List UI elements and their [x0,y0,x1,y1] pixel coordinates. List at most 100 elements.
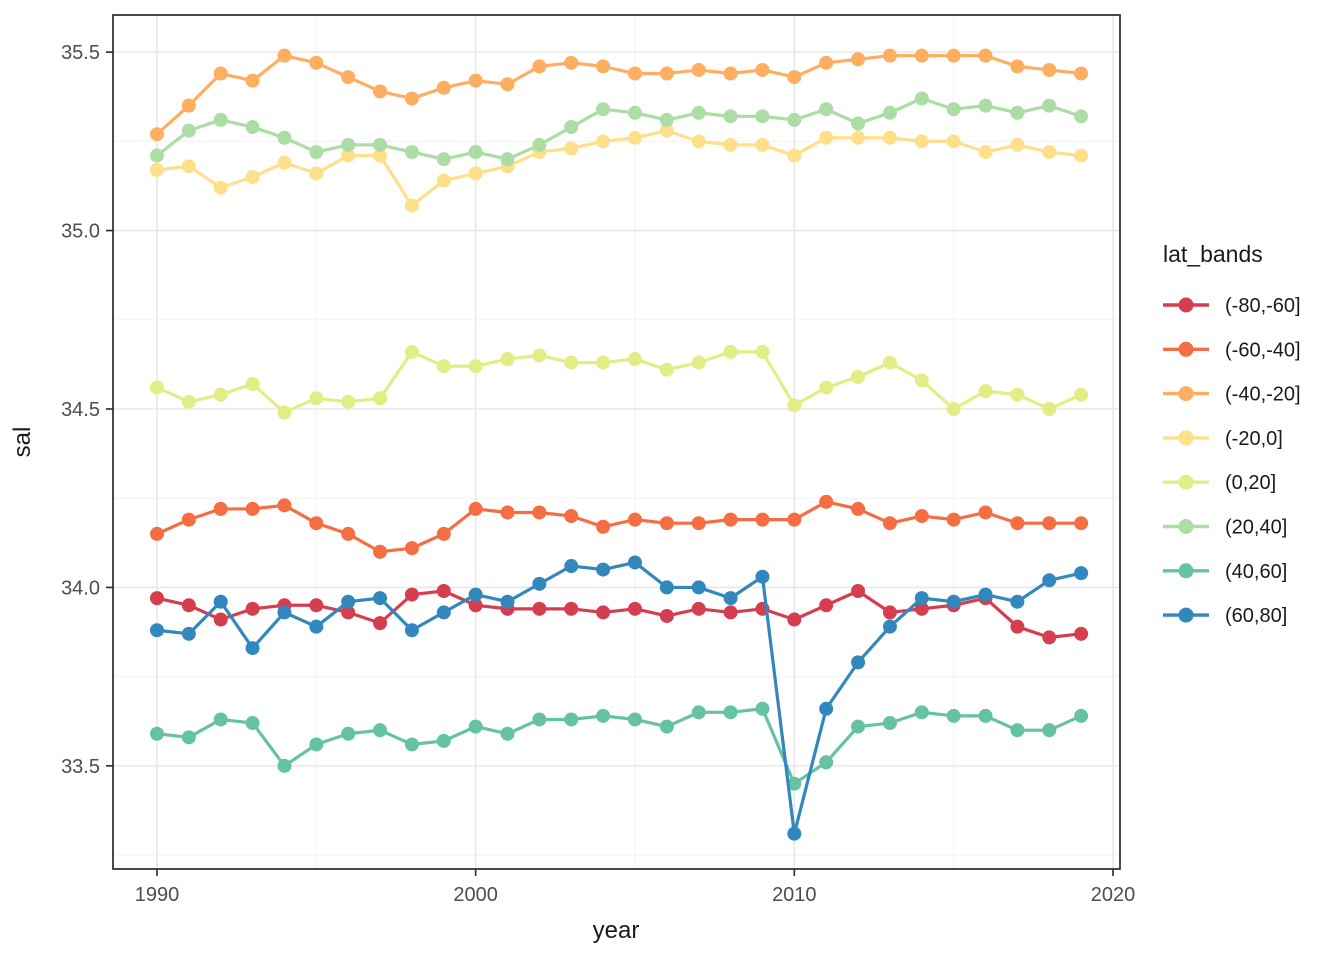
data-point [181,512,196,527]
legend-key-point [1178,519,1194,534]
data-point [213,112,228,127]
data-point [882,105,897,120]
data-point [309,145,324,160]
data-point [500,505,515,520]
data-point [213,712,228,727]
panel-border [112,14,1121,870]
legend-label: (0,20] [1225,472,1276,494]
data-point [532,137,547,152]
data-point [851,655,866,670]
data-point [946,134,961,149]
data-point [596,355,611,370]
data-point [149,526,164,541]
series-line [155,560,1083,836]
data-point [882,516,897,531]
data-point [819,102,834,117]
data-point [946,102,961,117]
data-point [914,48,929,63]
data-point [436,605,451,620]
data-point [373,591,388,606]
data-point [1042,401,1057,416]
data-point [787,776,802,791]
data-point [691,580,706,595]
data-point [851,130,866,145]
data-point [851,52,866,67]
data-point [277,498,292,513]
data-point [149,726,164,741]
data-point [341,70,356,85]
data-point [181,159,196,174]
data-point [1074,626,1089,641]
data-point [1074,109,1089,124]
data-point [181,394,196,409]
data-point [436,80,451,95]
data-point [309,598,324,613]
x-tick-label: 2020 [1091,884,1136,906]
x-axis-title: year [593,917,640,944]
data-point [404,91,419,106]
data-point [532,348,547,363]
data-point [309,166,324,181]
series-line [155,96,1083,161]
data-point [468,73,483,88]
data-point [341,726,356,741]
legend-label: (-40,-20] [1225,384,1301,406]
data-point [946,708,961,723]
data-point [341,137,356,152]
data-point [468,501,483,516]
data-point [723,605,738,620]
data-point [404,541,419,556]
data-point [882,355,897,370]
data-point [500,77,515,92]
data-point [1010,59,1025,74]
data-point [500,726,515,741]
data-point [659,66,674,81]
data-point [245,170,260,185]
data-point [659,112,674,127]
data-point [882,716,897,731]
data-point [532,59,547,74]
data-point [627,105,642,120]
data-point [341,526,356,541]
data-point [723,109,738,124]
data-point [1010,619,1025,634]
data-point [149,148,164,163]
data-point [277,130,292,145]
data-point [1042,98,1057,113]
y-tick-label: 34.0 [61,577,100,599]
y-tick-label: 35.5 [61,42,100,64]
data-point [373,391,388,406]
data-point [245,716,260,731]
data-point [564,559,579,574]
legend: (-80,-60] (-60,-40] (-40,-20] (-20,0] (0,20]… [1163,295,1301,627]
data-point [691,134,706,149]
data-point [468,587,483,602]
data-point [181,123,196,138]
data-point [851,369,866,384]
data-point [500,594,515,609]
data-point [627,512,642,527]
data-point [691,355,706,370]
data-point [978,145,993,160]
data-point [627,66,642,81]
data-point [436,733,451,748]
data-point [1010,387,1025,402]
data-point [468,145,483,160]
data-point [564,509,579,524]
data-point [946,594,961,609]
data-point [532,576,547,591]
data-point [596,134,611,149]
data-point [787,70,802,85]
data-point [564,55,579,70]
data-point [1042,630,1057,645]
y-axis-title: sal [9,427,36,458]
data-point [404,587,419,602]
data-point [1042,723,1057,738]
data-point [755,344,770,359]
data-point [1042,145,1057,160]
data-point [691,105,706,120]
data-point [341,605,356,620]
data-point [181,98,196,113]
data-point [404,344,419,359]
